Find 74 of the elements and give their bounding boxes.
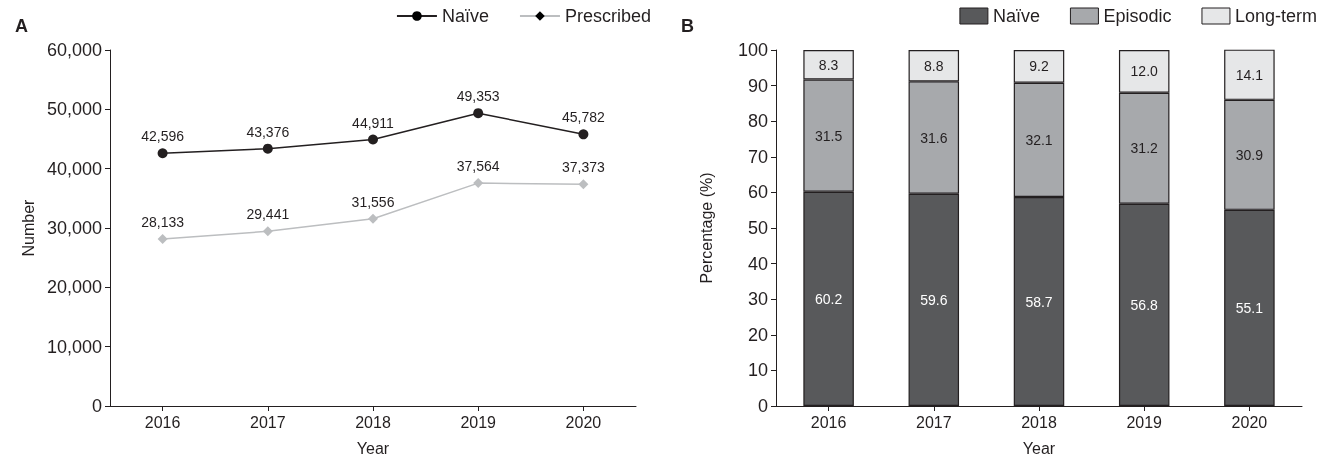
data-label: 31.2 bbox=[1130, 140, 1159, 157]
data-label: 30.9 bbox=[1235, 146, 1264, 163]
data-label: 49,353 bbox=[456, 88, 500, 105]
y-tick-label: 90 bbox=[747, 75, 768, 96]
y-tick-label: 50,000 bbox=[46, 99, 102, 120]
data-label: 37,564 bbox=[456, 158, 500, 175]
data-label: 8.3 bbox=[818, 56, 839, 73]
y-tick-label: 60,000 bbox=[46, 40, 102, 60]
y-axis-title: Number bbox=[19, 198, 37, 257]
legend-label: Naïve bbox=[441, 6, 489, 26]
data-label: 8.8 bbox=[924, 57, 944, 74]
data-label: 59.6 bbox=[920, 291, 948, 308]
point bbox=[157, 234, 168, 245]
data-label: 9.2 bbox=[1029, 58, 1049, 75]
y-tick-label: 10 bbox=[747, 360, 768, 381]
legend-label: Naïve bbox=[992, 6, 1040, 26]
data-label: 32.1 bbox=[1025, 131, 1053, 148]
y-tick-label: 0 bbox=[757, 396, 768, 416]
y-tick-label: 20 bbox=[747, 324, 768, 345]
chart-title: B bbox=[681, 16, 694, 36]
data-label: 42,596 bbox=[141, 128, 185, 145]
y-tick-label: 40 bbox=[747, 253, 768, 274]
legend-label: Long-term bbox=[1234, 6, 1318, 26]
data-label: 31.6 bbox=[920, 129, 948, 146]
legend-label: Episodic bbox=[1103, 6, 1172, 26]
data-label: 44,911 bbox=[352, 114, 395, 131]
data-label: 29,441 bbox=[246, 206, 290, 223]
data-label: 31,556 bbox=[351, 193, 395, 210]
x-tick-label: 2020 bbox=[1231, 413, 1268, 431]
y-tick-label: 30,000 bbox=[46, 218, 102, 238]
data-label: 43,376 bbox=[246, 123, 290, 140]
y-tick-label: 50 bbox=[747, 218, 768, 238]
x-tick-label: 2017 bbox=[250, 413, 286, 431]
x-tick-label: 2017 bbox=[916, 413, 952, 431]
point bbox=[578, 129, 589, 140]
y-tick-label: 0 bbox=[91, 396, 102, 416]
x-axis-title: Year bbox=[1022, 439, 1056, 457]
point bbox=[368, 213, 378, 224]
y-axis-title: Percentage (%) bbox=[697, 172, 715, 284]
point bbox=[262, 226, 273, 237]
x-tick-label: 2020 bbox=[565, 413, 602, 431]
legend-label: Prescribed bbox=[564, 6, 652, 26]
point bbox=[368, 134, 378, 145]
data-label: 12.0 bbox=[1130, 63, 1159, 80]
y-tick-label: 70 bbox=[747, 146, 768, 167]
x-tick-label: 2016 bbox=[144, 413, 181, 431]
x-tick-label: 2018 bbox=[355, 413, 391, 431]
x-tick-label: 2018 bbox=[1021, 413, 1057, 431]
data-label: 37,373 bbox=[561, 159, 606, 176]
data-label: 56.8 bbox=[1130, 296, 1159, 313]
y-tick-label: 40,000 bbox=[46, 158, 102, 179]
point bbox=[473, 178, 484, 189]
y-tick-label: 30 bbox=[747, 289, 768, 310]
data-label: 14.1 bbox=[1235, 66, 1264, 83]
x-axis-title: Year bbox=[356, 439, 390, 457]
y-tick-label: 20,000 bbox=[46, 277, 102, 298]
data-label: 28,133 bbox=[141, 214, 185, 231]
point bbox=[157, 148, 168, 159]
y-tick-label: 60 bbox=[747, 182, 768, 203]
data-label: 45,782 bbox=[561, 109, 606, 126]
data-label: 58.7 bbox=[1025, 293, 1053, 310]
x-tick-label: 2016 bbox=[810, 413, 847, 431]
point bbox=[473, 108, 484, 119]
y-tick-label: 100 bbox=[737, 40, 768, 60]
point bbox=[578, 179, 589, 190]
x-tick-label: 2019 bbox=[1126, 413, 1163, 431]
data-label: 31.5 bbox=[814, 127, 843, 144]
y-tick-label: 80 bbox=[747, 111, 768, 132]
data-label: 55.1 bbox=[1235, 299, 1264, 316]
data-label: 60.2 bbox=[814, 290, 843, 307]
x-tick-label: 2019 bbox=[460, 413, 497, 431]
point bbox=[262, 143, 273, 154]
chart-title: A bbox=[15, 16, 28, 36]
y-tick-label: 10,000 bbox=[46, 336, 102, 357]
